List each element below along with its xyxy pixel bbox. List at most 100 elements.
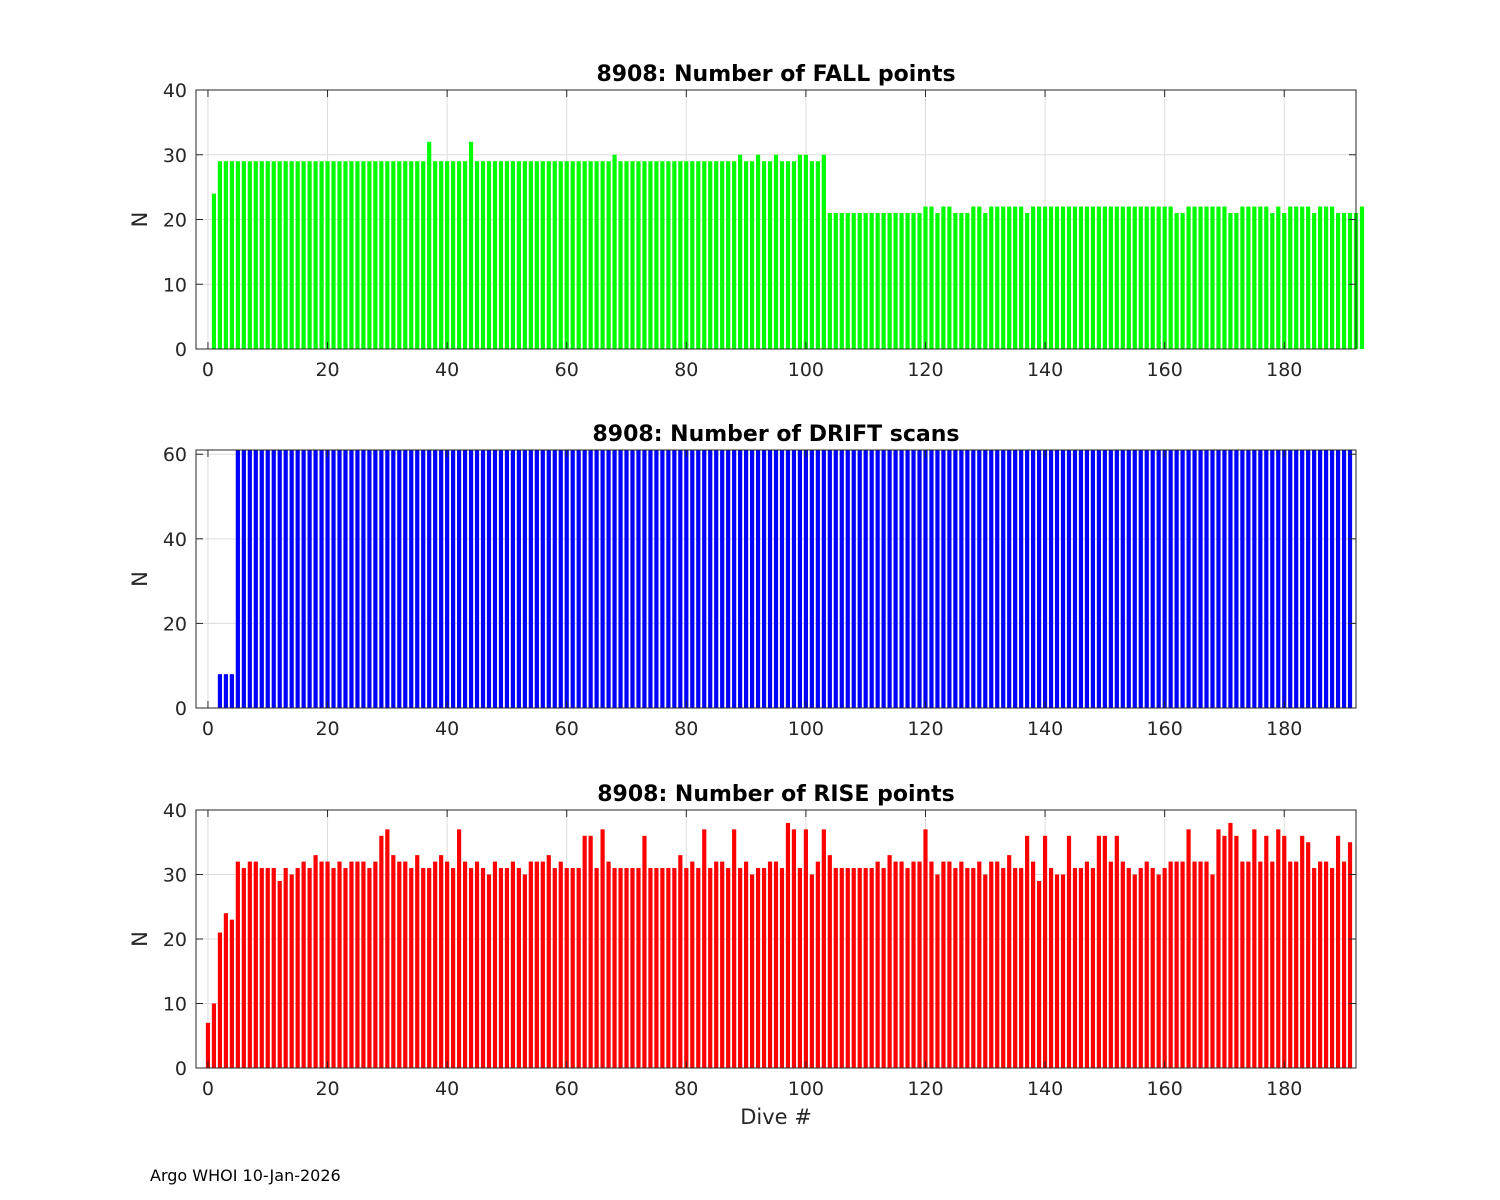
bar [1144, 206, 1149, 349]
bar [433, 161, 438, 349]
bar [247, 161, 252, 349]
bar [1246, 861, 1251, 1068]
bar [265, 161, 270, 349]
y-tick-label: 40 [163, 80, 187, 102]
bar [1042, 835, 1048, 1068]
bar [397, 161, 402, 349]
bar [319, 861, 324, 1068]
bar [510, 861, 515, 1068]
bar [815, 450, 820, 708]
bar [1300, 835, 1305, 1068]
bar [941, 861, 946, 1068]
bar [594, 161, 599, 349]
bar [1054, 874, 1060, 1068]
x-tick-label: 40 [435, 1078, 459, 1100]
bar [624, 161, 629, 349]
bar [1276, 829, 1281, 1068]
bar [1102, 835, 1107, 1068]
bar [1264, 835, 1269, 1068]
bar [791, 161, 797, 349]
bar [995, 450, 1000, 708]
bar [618, 161, 623, 349]
bar [1162, 206, 1167, 349]
bar [1168, 450, 1173, 708]
bar [373, 861, 378, 1068]
bar [857, 213, 862, 349]
bar [1013, 450, 1018, 708]
bar [295, 161, 300, 349]
x-tick-label: 140 [1027, 718, 1063, 740]
bar [373, 450, 378, 708]
bar [1048, 206, 1054, 349]
bar [486, 161, 492, 349]
bar [1025, 835, 1030, 1068]
bar [319, 450, 324, 708]
bar [1246, 206, 1251, 349]
bar [1329, 868, 1335, 1068]
bar [953, 450, 958, 708]
bar [977, 206, 982, 349]
bar [660, 868, 665, 1068]
bar [558, 861, 563, 1068]
bar [1294, 861, 1299, 1068]
bar [899, 861, 904, 1068]
bar [480, 450, 486, 708]
rise-points-chart: 0 20 40 60 80 100 120 140 160 180 0 10 20 30 40 8908: N… [128, 782, 1357, 1129]
bar [648, 450, 653, 708]
bar [666, 450, 671, 708]
bar [403, 861, 408, 1068]
bar [678, 161, 683, 349]
bar [875, 450, 880, 708]
bar [893, 450, 898, 708]
bar [761, 868, 767, 1068]
bar [1324, 450, 1329, 708]
bar [498, 161, 504, 349]
bar [1025, 213, 1030, 349]
bar [702, 450, 707, 708]
bar [845, 868, 850, 1068]
x-tick-label: 20 [315, 718, 339, 740]
bar [767, 861, 773, 1068]
bar [1318, 861, 1323, 1068]
bar [797, 868, 803, 1068]
bar [636, 868, 641, 1068]
bar [959, 213, 964, 349]
bar [803, 450, 808, 708]
bar [1120, 861, 1125, 1068]
bar [492, 161, 498, 349]
bar [492, 861, 498, 1068]
bar [1258, 206, 1263, 349]
x-tick-label: 0 [202, 1078, 214, 1100]
bar [1222, 835, 1227, 1068]
bar [678, 450, 683, 708]
bar [1156, 874, 1161, 1068]
bar [391, 855, 396, 1068]
x-tick-label: 0 [202, 359, 214, 381]
bar [1294, 450, 1299, 708]
bar [253, 450, 258, 708]
bar [1132, 450, 1137, 708]
y-tick-label: 0 [175, 698, 187, 720]
bar [660, 161, 665, 349]
bar [821, 154, 826, 349]
bar [600, 450, 605, 708]
bar [1240, 206, 1245, 349]
bar [1180, 450, 1185, 708]
bar [666, 868, 671, 1068]
bar [325, 450, 330, 708]
bar [1096, 206, 1101, 349]
bar [869, 213, 874, 349]
bar [887, 855, 892, 1068]
bar [1180, 213, 1185, 349]
bar [690, 450, 695, 708]
bar [1359, 206, 1365, 349]
bar [229, 919, 234, 1068]
bar [1192, 206, 1197, 349]
x-tick-label: 160 [1147, 359, 1183, 381]
bar [367, 450, 372, 708]
bar [1204, 450, 1209, 708]
bar [277, 450, 282, 708]
bar [803, 154, 808, 349]
chart-title: 8908: Number of RISE points [597, 782, 955, 807]
bar [433, 861, 438, 1068]
